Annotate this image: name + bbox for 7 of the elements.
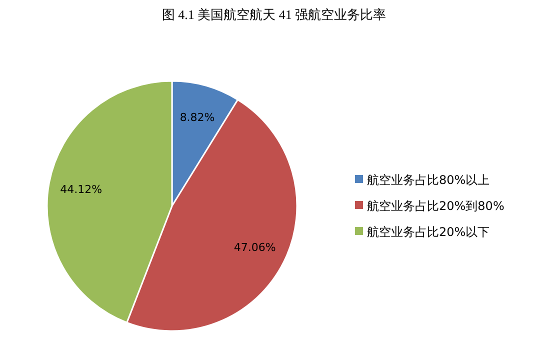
data-label: 47.06% xyxy=(234,241,276,254)
legend-label: 航空业务占比20%到80% xyxy=(367,199,504,213)
data-label: 8.82% xyxy=(180,111,215,124)
legend-label: 航空业务占比80%以上 xyxy=(367,173,490,187)
data-label: 44.12% xyxy=(60,183,102,196)
legend-label: 航空业务占比20%以下 xyxy=(367,225,490,239)
chart-title: 图 4.1 美国航空航天 41 强航空业务比率 xyxy=(162,7,386,22)
